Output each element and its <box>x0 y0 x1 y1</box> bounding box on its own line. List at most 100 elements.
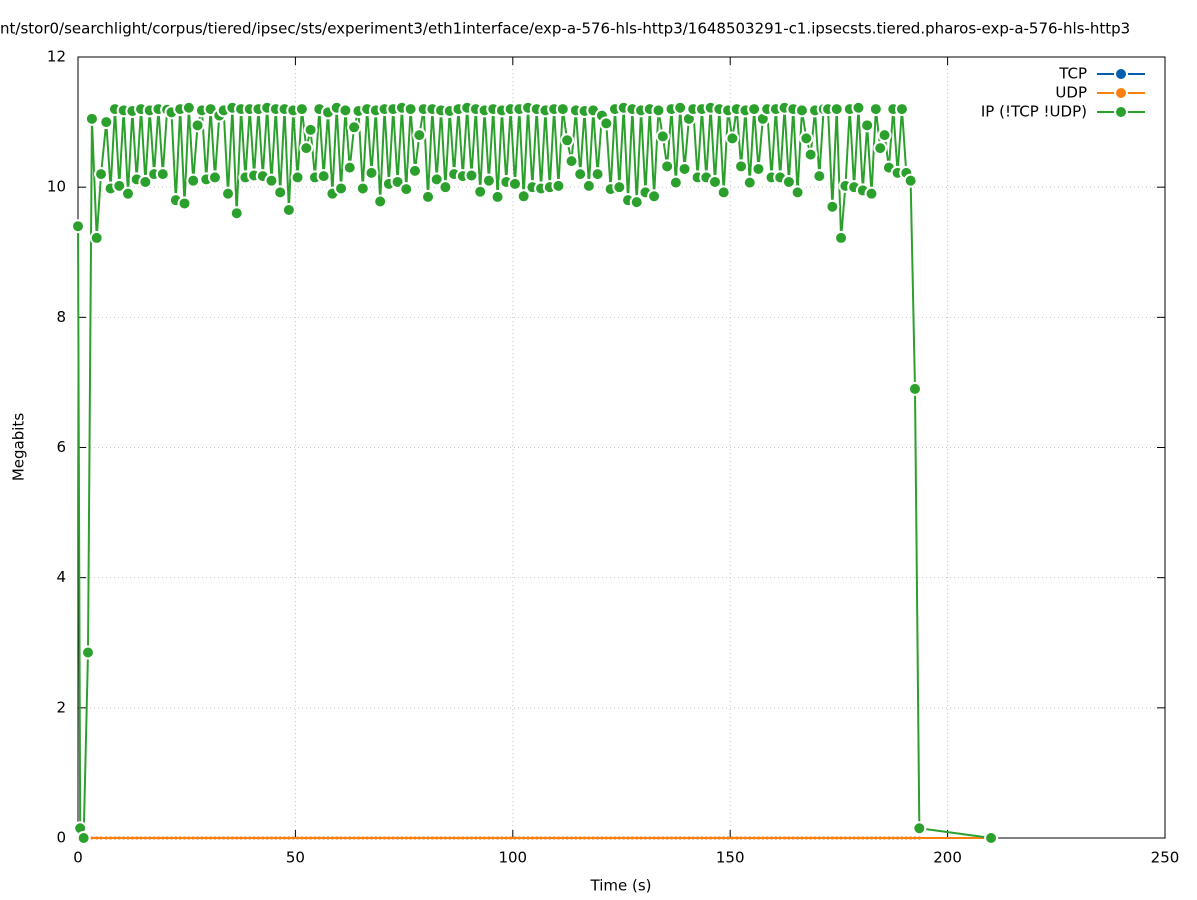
data-point <box>700 836 704 840</box>
data-point <box>912 821 927 836</box>
data-point <box>600 836 604 840</box>
data-point <box>564 154 579 169</box>
data-point <box>364 165 379 180</box>
data-point <box>191 836 195 840</box>
data-point <box>264 173 279 188</box>
data-point <box>555 102 570 117</box>
data-point <box>383 836 387 840</box>
y-tick-label: 10 <box>47 178 66 196</box>
data-point <box>830 836 834 840</box>
legend-swatch <box>1114 86 1128 100</box>
data-point <box>430 836 434 840</box>
data-point <box>530 836 534 840</box>
data-point <box>804 836 808 840</box>
data-point <box>491 836 495 840</box>
data-point <box>387 836 391 840</box>
data-point <box>635 836 639 840</box>
data-point <box>743 836 747 840</box>
data-point <box>639 836 643 840</box>
chart-title: nt/stor0/searchlight/corpus/tiered/ipsec… <box>0 20 1130 38</box>
data-point <box>748 836 752 840</box>
data-point <box>200 836 204 840</box>
data-point <box>551 178 566 193</box>
data-point <box>800 836 804 840</box>
data-point <box>591 836 595 840</box>
data-point <box>670 836 674 840</box>
data-point <box>342 160 357 175</box>
data-point <box>121 186 136 201</box>
data-point <box>422 836 426 840</box>
data-point <box>834 230 849 245</box>
data-point <box>713 836 717 840</box>
data-point <box>412 128 427 143</box>
data-point <box>139 836 143 840</box>
data-point <box>868 102 883 117</box>
data-point <box>426 836 430 840</box>
data-point <box>403 102 418 117</box>
data-point <box>507 176 522 191</box>
data-point <box>803 147 818 162</box>
data-point <box>861 836 865 840</box>
data-point <box>378 836 382 840</box>
data-point <box>278 836 282 840</box>
data-point <box>443 836 447 840</box>
data-point <box>822 836 826 840</box>
data-point <box>984 831 999 845</box>
data-point <box>138 174 153 189</box>
data-point <box>89 230 104 245</box>
data-point <box>256 836 260 840</box>
data-point <box>396 836 400 840</box>
x-tick-label: 150 <box>716 849 745 867</box>
data-point <box>903 173 918 188</box>
data-point <box>352 836 356 840</box>
data-point <box>239 836 243 840</box>
data-point <box>526 836 530 840</box>
data-point <box>112 178 127 193</box>
data-point <box>487 836 491 840</box>
data-point <box>770 836 774 840</box>
data-point <box>413 836 417 840</box>
data-point <box>783 836 787 840</box>
data-point <box>317 836 321 840</box>
data-point <box>448 836 452 840</box>
data-point <box>799 131 814 146</box>
data-point <box>365 836 369 840</box>
data-point <box>113 836 117 840</box>
data-point <box>604 836 608 840</box>
data-point <box>95 836 99 840</box>
data-point <box>265 836 269 840</box>
data-point <box>439 836 443 840</box>
data-point <box>629 195 644 210</box>
data-point <box>235 836 239 840</box>
data-point <box>687 836 691 840</box>
data-point <box>338 103 353 118</box>
data-point <box>407 163 422 178</box>
data-point <box>399 182 414 197</box>
data-point <box>894 102 909 117</box>
data-point <box>904 836 908 840</box>
y-tick-label: 0 <box>56 829 66 847</box>
data-point <box>464 168 479 183</box>
data-point <box>751 161 766 176</box>
data-point <box>552 836 556 840</box>
data-point <box>391 836 395 840</box>
data-point <box>148 836 152 840</box>
y-tick-label: 8 <box>56 308 66 326</box>
data-point <box>651 103 666 118</box>
data-point <box>204 836 208 840</box>
data-point <box>390 174 405 189</box>
data-point <box>668 175 683 190</box>
x-tick-label: 0 <box>73 849 83 867</box>
data-point <box>104 836 108 840</box>
data-point <box>817 836 821 840</box>
legend-swatch <box>1114 67 1128 81</box>
data-point <box>900 836 904 840</box>
data-point <box>787 836 791 840</box>
data-point <box>213 836 217 840</box>
legend-label: IP (!TCP !UDP) <box>981 103 1087 121</box>
data-point <box>126 836 130 840</box>
data-point <box>896 836 900 840</box>
data-point <box>335 836 339 840</box>
data-point <box>299 141 314 156</box>
data-point <box>109 836 113 840</box>
